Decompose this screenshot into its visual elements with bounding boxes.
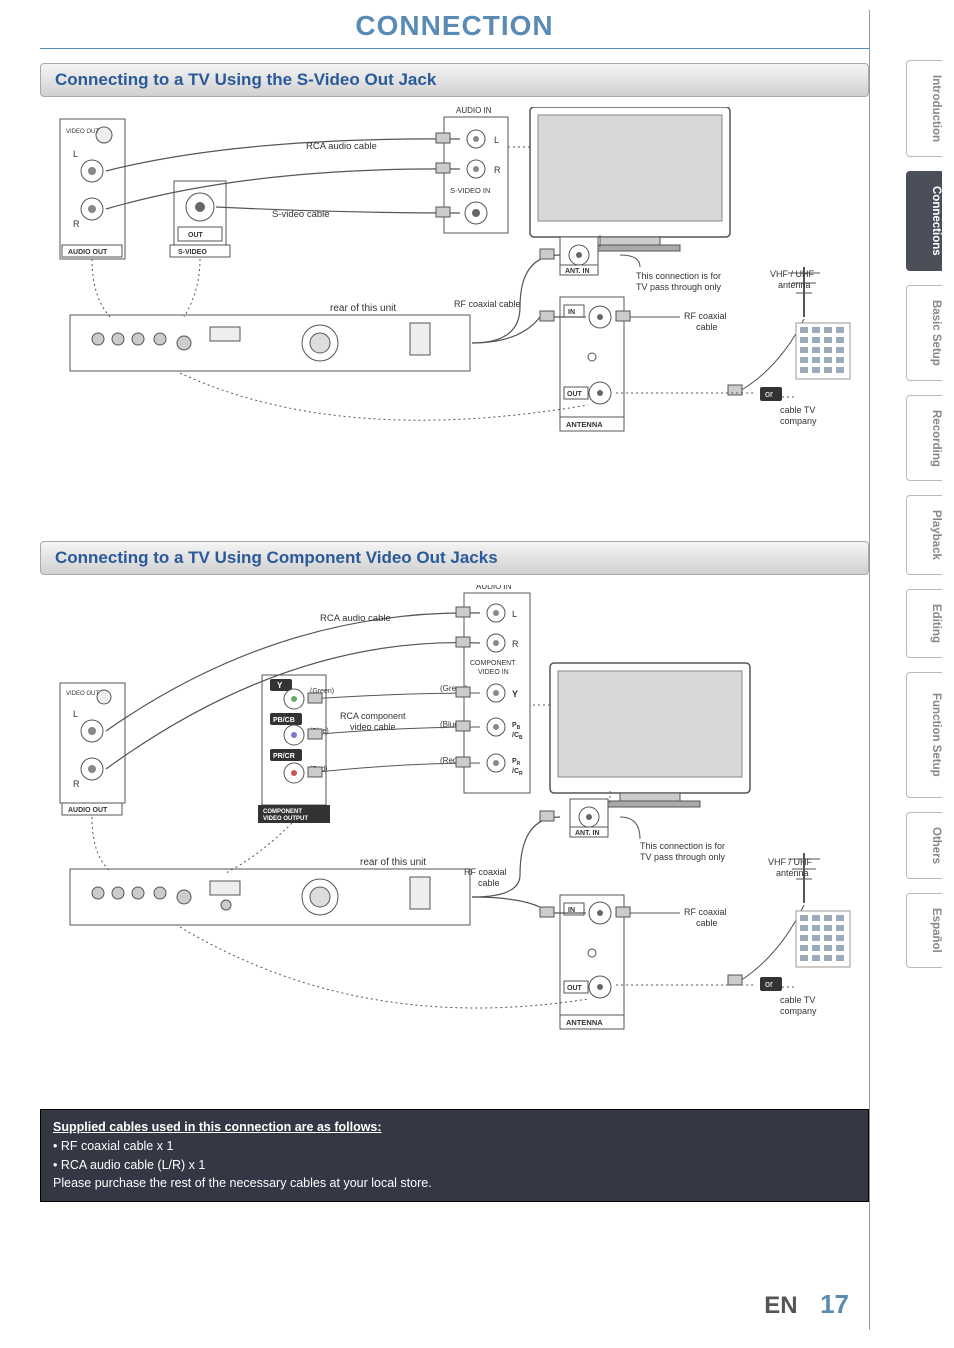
label-rf1: RF coaxial cable: [454, 299, 521, 309]
label-antenna: ANTENNA: [566, 420, 603, 429]
label-svideo-cable: S-video cable: [272, 209, 330, 220]
footer-lang: EN: [764, 1292, 797, 1319]
supplied-line2: • RCA audio cable (L/R) x 1: [53, 1158, 205, 1172]
section2-header: Connecting to a TV Using Component Video…: [40, 541, 869, 575]
tab-recording[interactable]: Recording: [906, 395, 942, 482]
label2-audio-in: AUDIO IN: [476, 585, 512, 591]
tab-introduction[interactable]: Introduction: [906, 60, 942, 157]
label2-Yb: Y: [277, 681, 283, 690]
label2-rear: rear of this unit: [360, 857, 426, 868]
label-rca: RCA audio cable: [306, 141, 377, 152]
diagram-component: AUDIO IN L R COMPONENTVIDEO IN Y (Green)…: [40, 585, 869, 1095]
tab-function-setup[interactable]: Function Setup: [906, 672, 942, 798]
supplied-cables-box: Supplied cables used in this connection …: [40, 1109, 869, 1202]
tab-others[interactable]: Others: [906, 812, 942, 879]
supplied-line1: • RF coaxial cable x 1: [53, 1139, 173, 1153]
label-or: or: [765, 389, 773, 399]
label2-rca: RCA audio cable: [320, 613, 391, 624]
label-audio-out: AUDIO OUT: [68, 249, 108, 256]
label-out: OUT: [188, 232, 204, 239]
label2-video-out: VIDEO OUT: [66, 691, 99, 697]
section1-header: Connecting to a TV Using the S-Video Out…: [40, 63, 869, 97]
svg-text:VIDEO OUTPUT: VIDEO OUTPUT: [263, 816, 308, 822]
label2-audio-out: AUDIO OUT: [68, 807, 108, 814]
tab-basic-setup[interactable]: Basic Setup: [906, 285, 942, 381]
label-video-out: VIDEO OUT: [66, 129, 99, 135]
svg-text:PB/CB: PB/CB: [273, 717, 295, 724]
label-passthrough: This connection is for TV pass through o…: [636, 271, 724, 292]
label-L: L: [73, 149, 78, 159]
label-audio-in: AUDIO IN: [456, 107, 492, 115]
label2-antenna: ANTENNA: [566, 1018, 603, 1027]
label2-pass: This connection is for TV pass through o…: [640, 841, 728, 862]
label2-vhf: VHF / UHF antenna: [768, 857, 815, 878]
label-svideo: S-VIDEO: [178, 249, 207, 256]
label-L2: L: [494, 135, 499, 145]
label-vhf: VHF / UHF antenna: [770, 269, 817, 290]
supplied-line3: Please purchase the rest of the necessar…: [53, 1176, 432, 1190]
tab-espanol[interactable]: Español: [906, 893, 942, 968]
label-ant-in: ANT. IN: [565, 268, 590, 275]
label2-rf2: RF coaxialcable: [684, 907, 727, 928]
label2-or: or: [765, 979, 773, 989]
label-out2: OUT: [567, 391, 583, 398]
label2-out2: OUT: [567, 985, 583, 992]
label2-L: L: [512, 609, 517, 619]
page-footer: EN 17: [764, 1289, 849, 1320]
tab-connections[interactable]: Connections: [906, 171, 942, 271]
label-rear: rear of this unit: [330, 303, 396, 314]
side-tabs: Introduction Connections Basic Setup Rec…: [906, 60, 954, 982]
title-rule: [40, 48, 869, 49]
label2-antin: ANT. IN: [575, 830, 600, 837]
label-in: IN: [568, 309, 575, 316]
footer-page: 17: [820, 1289, 849, 1319]
svg-text:PR/CR: PR/CR: [273, 753, 295, 760]
supplied-title: Supplied cables used in this connection …: [53, 1118, 856, 1137]
diagram-svideo: VIDEO OUT L R AUDIO OUT OUT S-VIDEO: [40, 107, 869, 527]
label2-R: R: [512, 639, 519, 649]
tab-editing[interactable]: Editing: [906, 589, 942, 658]
label2-cabletv: cable TV company: [780, 995, 818, 1016]
label-rf2: RF coaxialcable: [684, 311, 727, 332]
svg-text:COMPONENT: COMPONENT: [263, 809, 302, 815]
label2-Y: Y: [512, 689, 518, 699]
label-svideo-in: S-VIDEO IN: [450, 186, 490, 195]
tab-playback[interactable]: Playback: [906, 495, 942, 575]
label2-R2: R: [73, 779, 80, 789]
label-R2: R: [494, 165, 501, 175]
label-R: R: [73, 219, 80, 229]
label2-L2: L: [73, 709, 78, 719]
page-title: CONNECTION: [40, 10, 869, 42]
label-cabletv: cable TV company: [780, 405, 818, 426]
